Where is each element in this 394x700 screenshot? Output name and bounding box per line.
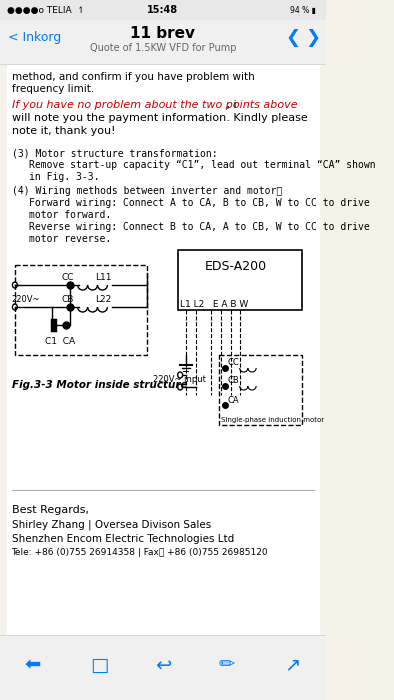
Text: C1  CA: C1 CA	[45, 337, 76, 346]
Text: < Inkorg: < Inkorg	[8, 32, 61, 45]
Text: Shirley Zhang | Oversea Divison Sales: Shirley Zhang | Oversea Divison Sales	[11, 520, 211, 531]
Text: will note you the payment information. Kindly please: will note you the payment information. K…	[11, 113, 307, 123]
Text: Reverse wiring: Connect B to CA, A to CB, W to CC to drive: Reverse wiring: Connect B to CA, A to CB…	[29, 222, 370, 232]
Text: ✏: ✏	[218, 655, 234, 675]
Bar	[0, 0, 325, 20]
Text: , i: , i	[223, 100, 237, 110]
Text: CC: CC	[62, 273, 74, 282]
Text: Best Regards,: Best Regards,	[11, 505, 89, 515]
Text: EDS-A200: EDS-A200	[205, 260, 267, 273]
Text: in Fig. 3-3.: in Fig. 3-3.	[29, 172, 99, 182]
Text: (4) Wiring methods between inverter and motor：: (4) Wiring methods between inverter and …	[11, 186, 282, 196]
Text: 94 % ▮: 94 % ▮	[290, 6, 316, 15]
Text: Fig.3-3 Motor inside structure: Fig.3-3 Motor inside structure	[11, 380, 187, 390]
Text: Shenzhen Encom Electric Technologies Ltd: Shenzhen Encom Electric Technologies Ltd	[11, 534, 234, 544]
Text: CA: CA	[227, 396, 239, 405]
Bar	[178, 250, 302, 310]
Text: L1 L2   E A B W: L1 L2 E A B W	[180, 300, 248, 309]
Text: (3) Motor structure transformation:: (3) Motor structure transformation:	[11, 148, 217, 158]
Text: ⬅: ⬅	[25, 655, 41, 675]
Text: ↩: ↩	[154, 655, 171, 675]
Bar	[0, 635, 325, 700]
Bar	[219, 355, 302, 425]
Text: motor reverse.: motor reverse.	[29, 234, 111, 244]
Text: L11: L11	[95, 273, 112, 282]
Text: 11 brev: 11 brev	[130, 25, 195, 41]
Text: method, and confirm if you have problem with: method, and confirm if you have problem …	[11, 72, 254, 82]
Text: Remove start-up capacity “C1”, lead out terminal “CA” shown: Remove start-up capacity “C1”, lead out …	[29, 160, 375, 170]
Text: Tele: +86 (0)755 26914358 | Fax： +86 (0)755 26985120: Tele: +86 (0)755 26914358 | Fax： +86 (0)…	[11, 548, 268, 557]
Text: frequency limit.: frequency limit.	[11, 84, 94, 94]
Bar	[7, 64, 319, 639]
Text: Quote of 1.5KW VFD for Pump: Quote of 1.5KW VFD for Pump	[89, 43, 236, 53]
Bar	[15, 265, 147, 355]
Text: ↗: ↗	[284, 655, 301, 675]
Text: If you have no problem about the two points above: If you have no problem about the two poi…	[11, 100, 297, 110]
Text: CB: CB	[62, 295, 74, 304]
Text: CC: CC	[227, 358, 239, 367]
Text: □: □	[90, 655, 108, 675]
Text: L22: L22	[95, 295, 111, 304]
Text: 15:48: 15:48	[147, 5, 178, 15]
Text: Forward wiring: Connect A to CA, B to CB, W to CC to drive: Forward wiring: Connect A to CA, B to CB…	[29, 198, 370, 208]
Bar	[0, 20, 325, 64]
Text: ❯: ❯	[305, 29, 320, 47]
Text: ❮: ❮	[286, 29, 301, 47]
Text: ●●●●o TELIA  ↿: ●●●●o TELIA ↿	[7, 6, 84, 15]
Text: 220V~: 220V~	[11, 295, 40, 304]
Text: Single-phase induction motor: Single-phase induction motor	[221, 417, 325, 423]
Text: 220V~ input: 220V~ input	[153, 375, 206, 384]
Text: CB: CB	[227, 376, 239, 385]
Text: motor forward.: motor forward.	[29, 210, 111, 220]
Text: note it, thank you!: note it, thank you!	[11, 126, 115, 136]
